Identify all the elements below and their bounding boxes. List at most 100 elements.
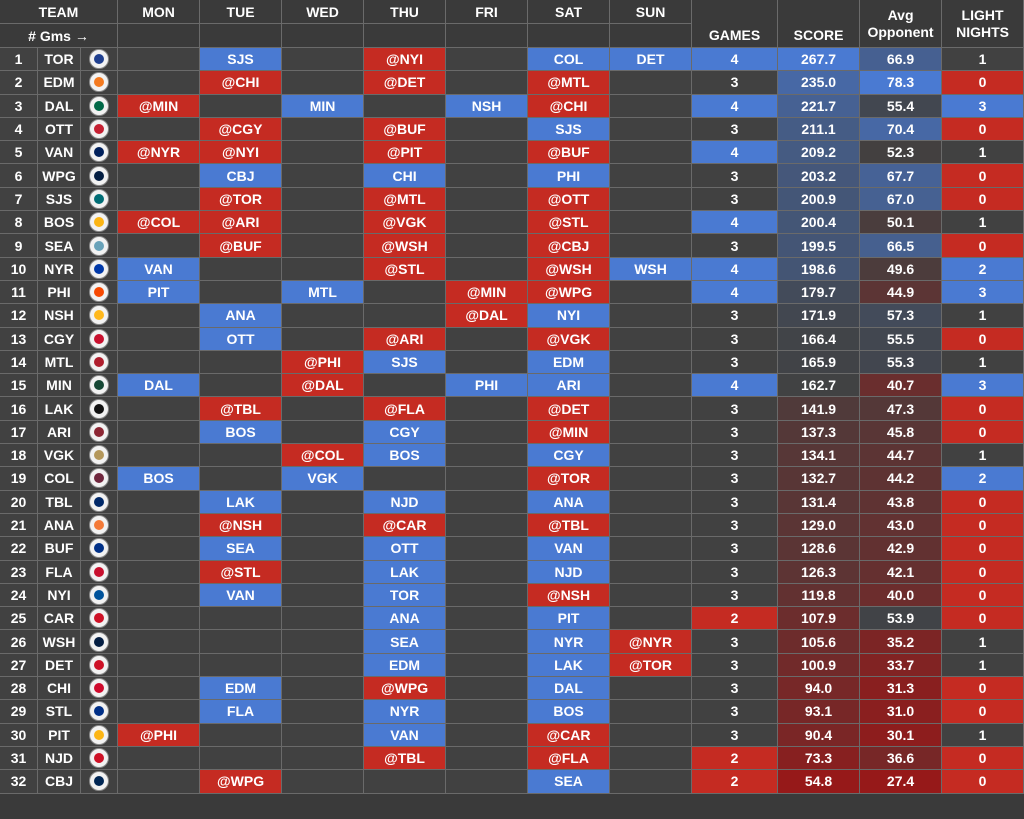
avg-opponent-cell: 53.9 xyxy=(860,607,943,631)
team-logo-icon xyxy=(89,421,110,442)
game-cell-thu: @MTL xyxy=(364,187,447,212)
game-cell-sat: PHI xyxy=(528,164,611,188)
game-cell-sat: @TOR xyxy=(528,467,611,491)
game-cell-tue xyxy=(200,94,283,118)
games-count-cell: 3 xyxy=(692,444,779,468)
team-logo-icon xyxy=(89,468,110,489)
game-cell-wed xyxy=(282,560,365,584)
game-cell-tue: BOS xyxy=(200,420,283,445)
team-logo-icon xyxy=(89,165,110,186)
team-logo-cell xyxy=(81,374,119,398)
game-cell-sat: PIT xyxy=(528,607,611,631)
team-logo-icon xyxy=(89,701,110,722)
avg-opponent-cell: 66.5 xyxy=(860,234,943,258)
rank-cell: 8 xyxy=(0,211,38,235)
rank-cell: 26 xyxy=(0,630,38,654)
avg-opponent-cell: 36.6 xyxy=(860,746,943,771)
avg-opponent-cell: 43.8 xyxy=(860,490,943,514)
game-cell-sat: @OTT xyxy=(528,187,611,212)
game-cell-fri xyxy=(446,420,529,445)
game-cell-sun xyxy=(610,211,693,235)
game-cell-fri: @MIN xyxy=(446,280,529,305)
game-cell-sat: ARI xyxy=(528,374,611,398)
games-count-cell: 3 xyxy=(692,723,779,747)
score-cell: 198.6 xyxy=(778,257,861,281)
team-logo-icon xyxy=(89,398,110,419)
game-cell-mon: @MIN xyxy=(118,94,201,118)
game-cell-tue xyxy=(200,653,283,678)
team-logo-cell xyxy=(81,700,119,724)
light-nights-cell: 0 xyxy=(942,187,1024,212)
table-row: 14 MTL @PHI SJS EDM 3 165.9 55.3 1 xyxy=(0,350,1024,375)
score-cell: 211.1 xyxy=(778,117,861,142)
team-logo-icon xyxy=(89,771,110,792)
rank-cell: 4 xyxy=(0,117,38,142)
game-cell-wed xyxy=(282,723,365,747)
day-count-mon xyxy=(118,24,201,48)
rank-cell: 3 xyxy=(0,94,38,118)
avg-opponent-cell: 70.4 xyxy=(860,117,943,142)
team-logo-cell xyxy=(81,560,119,584)
team-cell: STL xyxy=(38,700,81,724)
game-cell-tue: @TBL xyxy=(200,397,283,421)
rank-cell: 9 xyxy=(0,234,38,258)
score-cell: 235.0 xyxy=(778,71,861,95)
team-cell: WPG xyxy=(38,164,81,188)
score-cell: 200.9 xyxy=(778,187,861,212)
team-cell: TBL xyxy=(38,490,81,514)
game-cell-mon: VAN xyxy=(118,257,201,281)
team-cell: WSH xyxy=(38,630,81,654)
light-nights-cell: 0 xyxy=(942,164,1024,188)
light-nights-cell: 0 xyxy=(942,607,1024,631)
avg-opponent-cell: 50.1 xyxy=(860,211,943,235)
light-nights-cell: 0 xyxy=(942,117,1024,142)
game-cell-fri: PHI xyxy=(446,374,529,398)
avg-opponent-cell: 45.8 xyxy=(860,420,943,445)
team-logo-cell xyxy=(81,653,119,678)
games-count-cell: 3 xyxy=(692,71,779,95)
game-cell-tue xyxy=(200,280,283,305)
table-row: 30 PIT @PHI VAN @CAR 3 90.4 30.1 1 xyxy=(0,723,1024,747)
light-nights-cell: 1 xyxy=(942,48,1024,72)
game-cell-thu: SEA xyxy=(364,630,447,654)
team-logo-icon xyxy=(89,188,110,209)
table-row: 10 NYR VAN @STL @WSH WSH 4 198.6 49.6 2 xyxy=(0,257,1024,281)
game-cell-tue: @WPG xyxy=(200,770,283,794)
rank-cell: 23 xyxy=(0,560,38,584)
game-cell-sat: LAK xyxy=(528,653,611,678)
avg-opponent-cell: 33.7 xyxy=(860,653,943,678)
schedule-body: 1 TOR SJS @NYI COL DET 4 267.7 66.9 1 2 EDM @CHI @DET… xyxy=(0,48,1024,794)
avg-opponent-cell: 43.0 xyxy=(860,513,943,538)
game-cell-thu: BOS xyxy=(364,444,447,468)
game-cell-mon xyxy=(118,48,201,72)
game-cell-thu: @FLA xyxy=(364,397,447,421)
game-cell-sat: SJS xyxy=(528,117,611,142)
games-count-cell: 3 xyxy=(692,513,779,538)
team-logo-cell xyxy=(81,397,119,421)
game-cell-sat: @WSH xyxy=(528,257,611,281)
avg-header-line2: Opponent xyxy=(867,23,934,40)
light-header-line2: NIGHTS xyxy=(956,23,1009,40)
games-count-cell: 4 xyxy=(692,257,779,281)
day-count-wed xyxy=(282,24,365,48)
light-nights-cell: 0 xyxy=(942,397,1024,421)
game-cell-fri: @DAL xyxy=(446,304,529,328)
game-cell-tue xyxy=(200,467,283,491)
games-count-cell: 3 xyxy=(692,234,779,258)
team-logo-cell xyxy=(81,327,119,351)
game-cell-thu: @PIT xyxy=(364,141,447,165)
rank-cell: 11 xyxy=(0,280,38,305)
game-cell-mon xyxy=(118,770,201,794)
game-cell-sat: NJD xyxy=(528,560,611,584)
table-row: 12 NSH ANA @DAL NYI 3 171.9 57.3 1 xyxy=(0,304,1024,328)
game-cell-sun xyxy=(610,444,693,468)
team-logo-cell xyxy=(81,537,119,561)
score-cell: 209.2 xyxy=(778,141,861,165)
game-cell-thu: TOR xyxy=(364,583,447,608)
game-cell-mon xyxy=(118,327,201,351)
table-row: 24 NYI VAN TOR @NSH 3 119.8 40.0 0 xyxy=(0,583,1024,608)
team-logo-cell xyxy=(81,677,119,701)
game-cell-thu: CGY xyxy=(364,420,447,445)
game-cell-fri xyxy=(446,653,529,678)
game-cell-thu: OTT xyxy=(364,537,447,561)
